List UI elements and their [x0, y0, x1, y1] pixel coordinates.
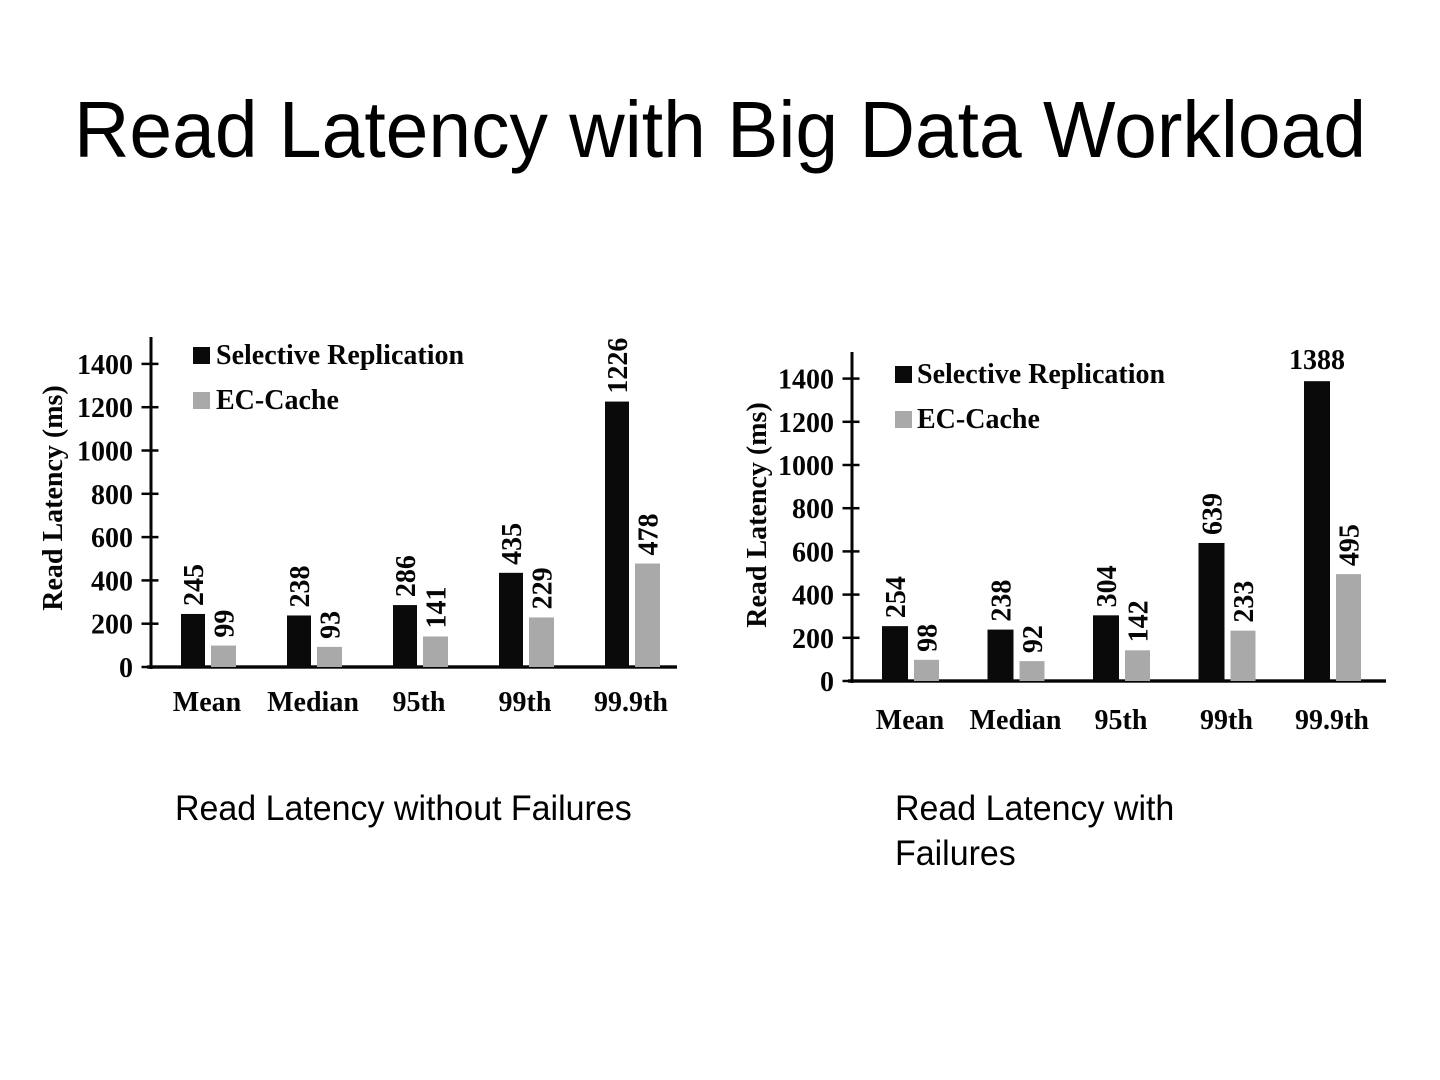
value-label: 304	[1092, 565, 1123, 607]
bar	[211, 645, 236, 667]
bar	[287, 615, 311, 667]
value-label: 93	[316, 611, 347, 639]
y-tick-label: 600	[91, 523, 133, 554]
y-tick-label: 200	[91, 610, 133, 641]
y-axis-title: Read Latency (ms)	[38, 385, 69, 611]
bar	[1230, 630, 1256, 681]
value-label: 229	[528, 567, 559, 609]
legend-label: Selective Replication	[216, 340, 464, 371]
bar-chart-with-failures: Read Latency (ms) 0 200 400 600 800 1000 1200 14…	[742, 345, 1386, 736]
bar	[605, 401, 629, 667]
y-tick-label: 0	[119, 653, 133, 684]
bar	[987, 629, 1014, 681]
value-label: 478	[634, 514, 665, 556]
x-category-label: 99.9th	[594, 687, 668, 718]
y-tick-label: 600	[792, 537, 834, 568]
value-label: 245	[179, 564, 210, 606]
bar	[529, 617, 554, 667]
value-label: 238	[987, 580, 1018, 622]
legend-swatch	[193, 347, 210, 364]
bar	[1019, 661, 1045, 681]
x-category-label: 99th	[499, 687, 552, 718]
legend-label: EC-Cache	[216, 385, 339, 416]
legend-swatch	[193, 392, 210, 409]
y-tick-label: 1000	[778, 451, 834, 482]
bar	[1304, 381, 1330, 681]
y-tick-label: 0	[820, 667, 834, 698]
value-label: 286	[391, 555, 422, 597]
y-axis-line	[149, 337, 153, 669]
y-tick-label: 1200	[77, 393, 133, 424]
value-label: 92	[1018, 625, 1049, 653]
x-category-label: Mean	[173, 687, 242, 718]
y-axis-line	[850, 352, 854, 683]
y-tick-label: 1000	[77, 437, 133, 468]
y-tick-label: 800	[91, 480, 133, 511]
caption-right-line1: Read Latency with	[895, 789, 1175, 828]
x-category-label: Mean	[876, 705, 945, 736]
value-label: 639	[1198, 493, 1229, 535]
y-tick-label: 1400	[778, 365, 834, 396]
y-tick-label: 400	[792, 581, 834, 612]
legend-label: Selective Replication	[917, 359, 1165, 390]
value-label: 1226	[603, 338, 634, 394]
caption-right-line2: Failures	[895, 834, 1016, 873]
x-category-label: Median	[267, 687, 359, 718]
bar	[882, 626, 908, 681]
value-label: 98	[913, 624, 944, 652]
bar	[914, 659, 939, 681]
value-label: 238	[285, 565, 316, 607]
value-label: 99	[210, 610, 241, 638]
bar-chart-without-failures: Read Latency (ms) 0 200 400 600 800 1000 1200 14…	[38, 337, 677, 718]
slide-title: Read Latency with Big Data Workload	[73, 85, 1367, 174]
value-label: 1388	[1289, 345, 1345, 376]
value-label: 254	[881, 576, 912, 618]
value-label: 141	[422, 586, 453, 628]
y-tick-label: 800	[792, 494, 834, 525]
x-category-label: 95th	[393, 687, 446, 718]
x-category-label: 99th	[1200, 705, 1253, 736]
value-label: 233	[1229, 581, 1260, 623]
value-label: 142	[1124, 600, 1155, 642]
bar	[499, 572, 523, 667]
y-tick-label: 1200	[778, 408, 834, 439]
y-tick-label: 400	[91, 566, 133, 597]
x-category-label: Median	[970, 705, 1062, 736]
bar	[1093, 615, 1119, 681]
y-tick-label: 200	[792, 624, 834, 655]
y-tick-label: 1400	[77, 350, 133, 381]
bar	[181, 613, 205, 667]
value-label: 435	[497, 523, 528, 565]
y-axis-title: Read Latency (ms)	[742, 402, 773, 628]
caption-left-chart: Read Latency without Failures	[175, 789, 632, 828]
x-category-label: 95th	[1095, 705, 1148, 736]
bar	[423, 636, 448, 667]
value-label: 495	[1335, 524, 1366, 566]
bar	[1336, 574, 1361, 681]
bar	[1125, 650, 1150, 681]
x-category-label: 99.9th	[1295, 705, 1369, 736]
caption-right-chart: Read Latency with Failures	[895, 786, 1174, 876]
bar	[317, 646, 342, 667]
bar	[393, 605, 417, 667]
legend-swatch	[895, 366, 912, 383]
bar	[635, 563, 660, 667]
legend-label: EC-Cache	[917, 404, 1040, 435]
legend-swatch	[895, 411, 912, 428]
bar	[1198, 542, 1225, 681]
